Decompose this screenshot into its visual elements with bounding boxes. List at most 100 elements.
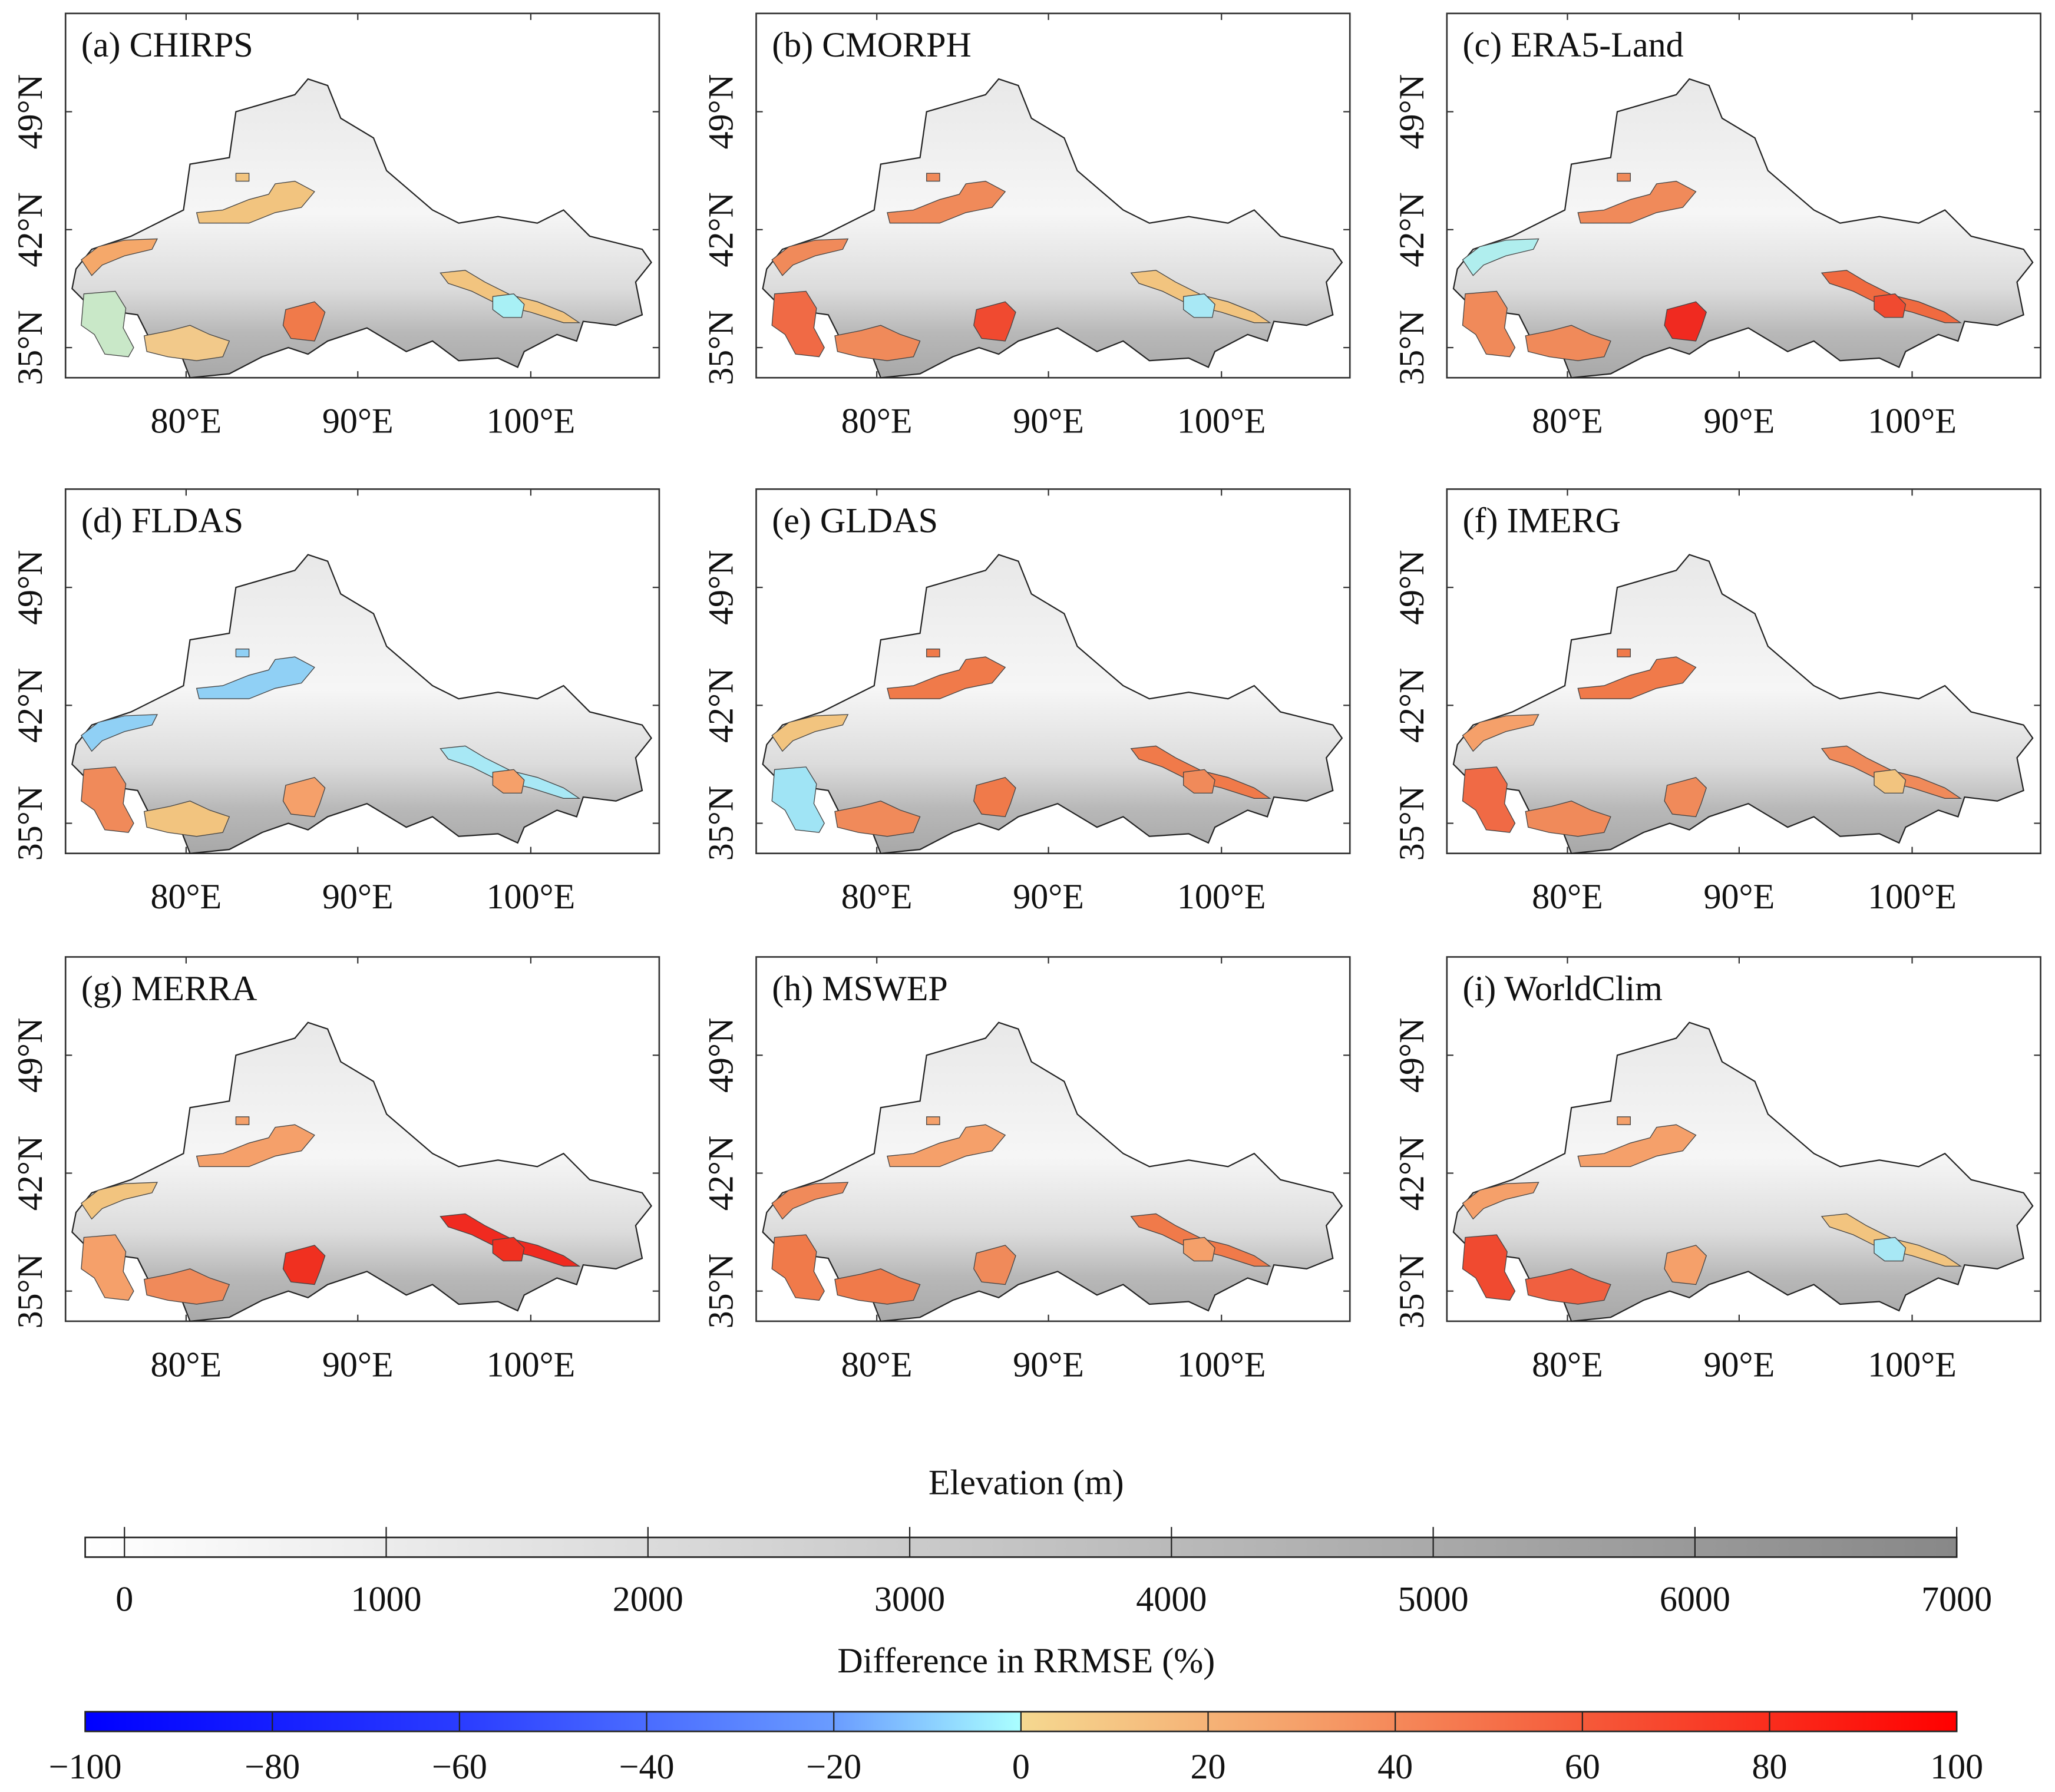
panel-title: (c) ERA5-Land [1463,25,1684,64]
lat-label: 49°N [701,74,740,149]
basin-region [771,238,849,276]
basin-region [1525,325,1611,361]
colorbar-tick-label: 1000 [351,1579,421,1618]
basin-region [81,766,134,833]
lat-label: 42°N [701,1136,740,1211]
basin-region [1874,1236,1907,1262]
colorbar-tick-label: −20 [806,1747,861,1786]
basin-region [1577,649,1697,699]
basin-region [196,649,315,699]
panel-frame [64,956,660,1322]
basin-region [771,1182,849,1220]
lon-label: 100°E [487,401,576,441]
lon-label: 100°E [1868,1344,1957,1384]
panel-frame [64,488,660,855]
lat-label: 35°N [10,786,49,861]
basin-region [1462,290,1516,358]
lat-label: 42°N [701,192,740,267]
lat-label: 49°N [10,74,49,149]
colorbar-tick-label: −40 [619,1747,675,1786]
lon-label: 90°E [322,1344,394,1384]
basin-region [81,238,158,276]
basin-region [1664,1245,1707,1285]
lon-label: 80°E [151,1344,222,1384]
basin-region [771,714,849,752]
colorbar-tick-label: 20 [1191,1747,1226,1786]
map-panel: (c) ERA5-Land 49°N 42°N 35°N 80°E 90°E 100°E [1392,12,2041,441]
panel-title: (d) FLDAS [81,501,243,540]
basin-region [143,325,230,361]
lat-label: 35°N [1392,310,1431,385]
basin-region [1462,714,1539,752]
lat-label: 42°N [10,192,49,267]
panel-frame [64,12,660,379]
colorbar-tick-label: −100 [49,1747,122,1786]
map-panel: (g) MERRA 49°N 42°N 35°N 80°E 90°E 100°E [10,956,660,1384]
basin-region [81,290,134,358]
panel-frame [1446,488,2041,855]
lat-label: 35°N [701,786,740,861]
basin-region [143,801,230,837]
basin-region [834,1268,921,1305]
basin-region [973,1245,1016,1285]
lat-label: 49°N [701,550,740,624]
basin-region [973,776,1016,818]
lat-label: 42°N [1392,1136,1431,1211]
basin-region [1577,173,1697,224]
lon-label: 80°E [841,877,913,916]
panel-title: (h) MSWEP [772,968,948,1008]
lat-label: 35°N [1392,1254,1431,1328]
panel-frame [1446,12,2041,379]
lon-label: 90°E [1013,877,1084,916]
basin-region [282,301,326,342]
panel-title: (a) CHIRPS [81,25,253,64]
colorbar-tick-label: 2000 [613,1579,683,1618]
panel-title: (f) IMERG [1463,501,1621,540]
basin-region [492,1236,525,1262]
basin-region [1874,293,1907,318]
lon-label: 100°E [487,1344,576,1384]
colorbar-tick-label: 6000 [1660,1579,1730,1618]
map-panel: (d) FLDAS 49°N 42°N 35°N 80°E 90°E 100°E [10,488,660,916]
basin-region [1183,293,1215,318]
map-panel: (i) WorldClim 49°N 42°N 35°N 80°E 90°E 100°E [1392,956,2041,1384]
basin-region [1664,776,1707,818]
lon-label: 100°E [1177,1344,1266,1384]
colorbar-title: Elevation (m) [929,1462,1124,1502]
lat-label: 49°N [1392,1018,1431,1093]
basin-region [834,801,921,837]
lon-label: 90°E [1704,877,1775,916]
lat-label: 42°N [10,668,49,743]
colorbar-tick-label: −80 [245,1747,300,1786]
colorbar-tick-label: 60 [1565,1747,1600,1786]
basin-region [1525,1268,1611,1305]
basin-region [1183,1236,1215,1262]
colorbar-tick-label: 5000 [1398,1579,1469,1618]
basin-region [1462,1234,1516,1301]
lat-label: 42°N [1392,192,1431,267]
lat-label: 35°N [701,1254,740,1328]
colorbar-tick-label: −60 [432,1747,487,1786]
elevation-colorbar: Elevation (m) 0 1000 2000 3000 4000 5000 6000 70… [84,1462,1992,1618]
lat-label: 49°N [701,1018,740,1093]
basin-region [1462,766,1516,833]
basin-region [1462,238,1539,276]
panel-frame [755,956,1351,1322]
lat-label: 49°N [1392,550,1431,624]
basin-region [887,1116,1006,1168]
basin-region [143,1268,230,1305]
panel-title: (g) MERRA [81,968,257,1008]
basin-region [973,301,1016,342]
basin-region [282,776,326,818]
colorbar-tick-label: 0 [1012,1747,1030,1786]
map-panel: (e) GLDAS 49°N 42°N 35°N 80°E 90°E 100°E [701,488,1351,916]
lat-label: 42°N [701,668,740,743]
lon-label: 80°E [1532,1344,1603,1384]
panel-title: (b) CMORPH [772,25,972,64]
lat-label: 42°N [1392,668,1431,743]
colorbar-bar [84,1536,1958,1558]
colorbar-tick-label: 7000 [1921,1579,1992,1618]
lon-label: 100°E [1177,877,1266,916]
basin-region [1462,1182,1539,1220]
panel-title: (i) WorldClim [1463,968,1663,1008]
